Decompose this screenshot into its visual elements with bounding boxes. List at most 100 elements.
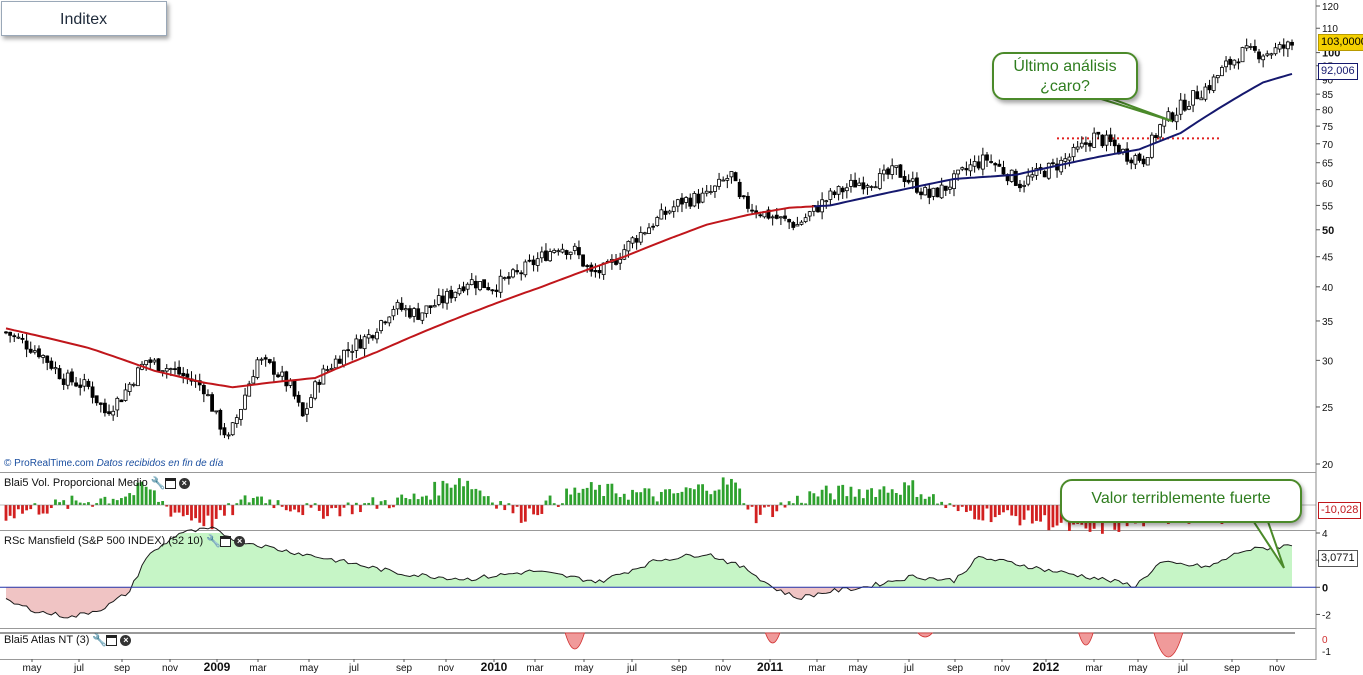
volume-bar <box>614 493 618 505</box>
wrench-icon[interactable]: 🔧 <box>92 632 108 647</box>
candle <box>1067 153 1072 167</box>
candle <box>952 170 956 197</box>
wrench-icon[interactable]: 🔧 <box>150 475 166 490</box>
x-tick-label: 2010 <box>481 660 508 674</box>
candle <box>692 191 697 208</box>
candle <box>985 151 989 168</box>
x-tick-label: mar <box>526 663 544 674</box>
candle <box>1154 133 1158 143</box>
volume-bar <box>326 505 329 517</box>
wrench-icon[interactable]: 🔧 <box>206 533 222 548</box>
candle <box>1129 157 1134 170</box>
candle <box>725 174 730 189</box>
candle <box>135 366 140 387</box>
volume-bar <box>606 483 610 505</box>
candle <box>931 187 936 201</box>
volume-bar <box>396 497 399 505</box>
candle <box>1046 162 1051 180</box>
volume-bar <box>115 500 119 505</box>
candle <box>618 252 623 270</box>
candle <box>420 312 425 325</box>
volume-bar <box>598 484 601 505</box>
candle <box>1265 50 1270 58</box>
candle <box>127 381 132 396</box>
candle <box>57 364 62 380</box>
candle <box>82 373 87 392</box>
rsc-value-tag: 3,0771 <box>1318 550 1358 567</box>
candle <box>1100 134 1105 148</box>
candle <box>989 154 994 164</box>
atlas-dip <box>1078 632 1094 646</box>
candle <box>1215 74 1220 84</box>
candle <box>1191 90 1195 113</box>
candle <box>156 358 161 372</box>
close-icon[interactable]: × <box>234 535 246 547</box>
close-icon[interactable]: × <box>178 477 190 489</box>
candle <box>1253 39 1257 53</box>
x-tick-label: nov <box>715 663 731 674</box>
volume-panel-header: Blai5 Vol. Proporcional Medio 🔧 × <box>4 475 190 491</box>
volume-bar <box>758 505 762 515</box>
candle <box>688 193 693 210</box>
y-tick-label: 75 <box>1322 122 1334 133</box>
candle <box>478 281 482 292</box>
window-icon[interactable] <box>106 634 118 646</box>
candle <box>783 208 787 222</box>
volume-bar <box>342 505 346 508</box>
volume-bar <box>878 489 882 505</box>
candle <box>935 187 940 198</box>
candle <box>807 210 812 222</box>
window-icon[interactable] <box>164 477 176 489</box>
candle <box>239 408 243 426</box>
volume-bar <box>218 505 222 511</box>
candle <box>131 382 136 388</box>
volume-bar <box>383 500 387 505</box>
x-tick-label: nov <box>438 663 454 674</box>
candle <box>919 187 923 200</box>
candle <box>778 216 783 225</box>
candle <box>535 252 540 272</box>
volume-bar <box>198 505 202 523</box>
window-icon[interactable] <box>220 535 232 547</box>
volume-bar <box>181 505 185 517</box>
candle <box>1182 93 1187 112</box>
volume-bar <box>169 505 173 517</box>
x-tick-label: may <box>23 663 42 674</box>
candle <box>490 289 495 295</box>
x-tick-label: sep <box>1224 663 1241 674</box>
candle <box>799 220 804 226</box>
x-tick-label: may <box>849 663 868 674</box>
candle <box>1137 152 1142 163</box>
volume-bar <box>853 496 857 505</box>
candle <box>1257 48 1261 64</box>
x-tick-label: jul <box>73 663 84 674</box>
candle <box>416 302 421 321</box>
volume-bar <box>227 503 230 505</box>
volume-bar <box>767 505 770 507</box>
volume-bar <box>684 487 688 505</box>
volume-bar <box>886 492 890 505</box>
candle <box>387 316 392 327</box>
atlas-dip <box>917 632 934 638</box>
volume-bar <box>787 501 791 505</box>
atlas-tick-label: -1 <box>1322 647 1331 658</box>
volume-bar <box>795 495 799 505</box>
volume-bar <box>8 505 12 516</box>
close-icon[interactable]: × <box>120 634 132 646</box>
rsc-tick-label: 4 <box>1322 529 1328 540</box>
volume-value-tag: -10,028 <box>1318 502 1362 519</box>
time-axis-ticks: may jul sep nov 2009 mar may jul sep nov 2010 mar ma… <box>23 659 1285 674</box>
candle <box>861 176 866 195</box>
volume-bar <box>387 505 391 509</box>
candle <box>997 159 1002 167</box>
volume-bar <box>58 502 61 505</box>
volume-bar <box>289 505 292 512</box>
volume-bar <box>367 502 371 505</box>
candle <box>412 307 416 323</box>
volume-panel-label: Blai5 Vol. Proporcional Medio <box>4 477 148 489</box>
candle <box>696 189 701 209</box>
candle <box>49 357 54 371</box>
volume-bar <box>594 489 597 505</box>
volume-bar <box>321 505 325 519</box>
volume-bar <box>536 505 540 516</box>
